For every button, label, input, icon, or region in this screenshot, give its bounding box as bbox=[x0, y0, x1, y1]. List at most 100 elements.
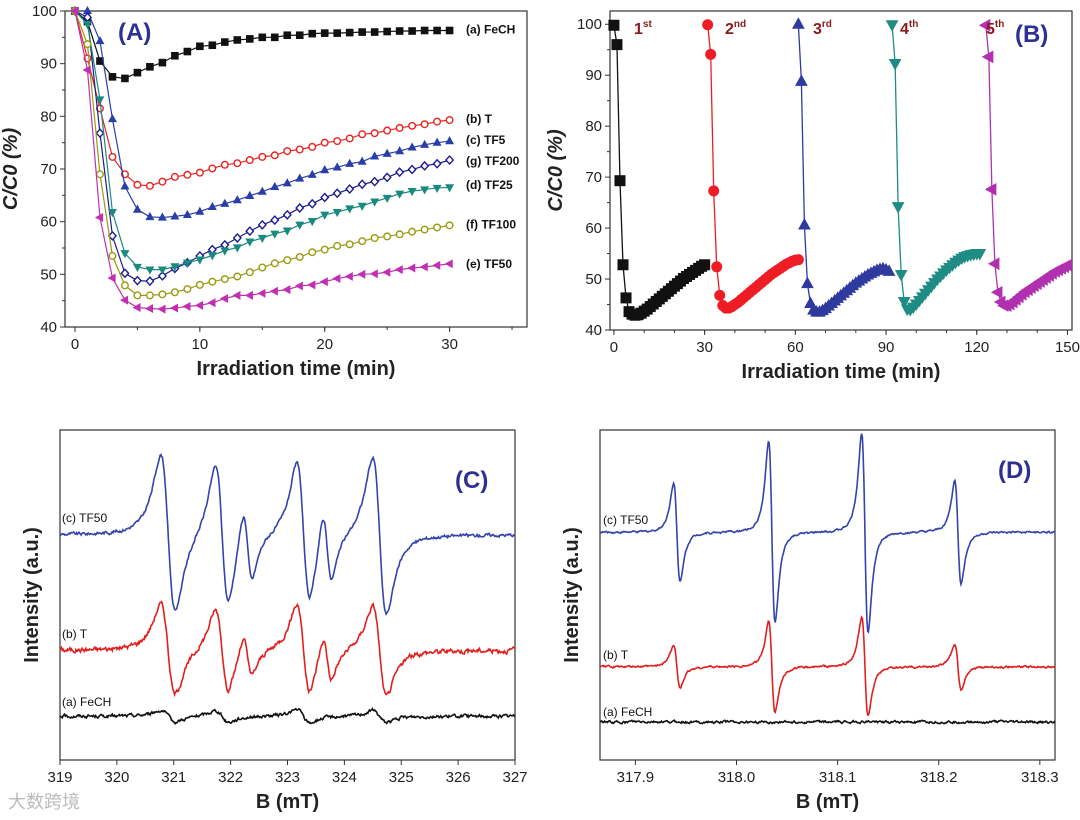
triangle-down-marker bbox=[382, 194, 392, 203]
x-tick-label: 90 bbox=[878, 339, 895, 356]
spectrum--a-fech: (a) FeCH bbox=[59, 695, 516, 725]
triangle-down-marker bbox=[407, 187, 417, 197]
spectrum-label: (a) FeCH bbox=[603, 705, 652, 719]
x-tick-label: 10 bbox=[192, 336, 209, 353]
diamond-marker bbox=[245, 226, 255, 237]
square-marker bbox=[133, 68, 142, 77]
circle-marker bbox=[170, 288, 179, 297]
diamond-marker bbox=[357, 179, 367, 190]
x-tick-label: 322 bbox=[218, 769, 243, 786]
series--e-tf50: (e) TF50 bbox=[69, 6, 512, 314]
square-marker bbox=[283, 31, 292, 40]
circle-marker bbox=[283, 256, 292, 265]
triangle-up-marker bbox=[382, 148, 392, 157]
square-marker bbox=[196, 42, 204, 51]
circle-marker bbox=[345, 134, 354, 143]
cycle-number: 1 bbox=[634, 21, 643, 38]
circle-marker bbox=[108, 152, 117, 161]
x-tick-label: 0 bbox=[71, 336, 79, 353]
y-axis-title: C/C0 (%) bbox=[545, 129, 567, 212]
circle-marker bbox=[370, 233, 379, 242]
x-tick-label: 150 bbox=[1055, 339, 1080, 356]
triangle-left-marker bbox=[294, 281, 303, 291]
y-tick-label: 70 bbox=[40, 161, 57, 178]
x-tick-label: 317.9 bbox=[617, 769, 655, 786]
triangle-left-marker bbox=[369, 269, 378, 279]
triangle-up-marker bbox=[145, 211, 155, 221]
circle-marker bbox=[133, 291, 142, 300]
circle-marker bbox=[420, 120, 429, 129]
circle-marker bbox=[714, 289, 726, 301]
panel-label: (D) bbox=[998, 457, 1031, 484]
square-marker bbox=[699, 259, 711, 271]
circle-marker bbox=[270, 259, 279, 268]
x-tick-label: 319 bbox=[47, 769, 72, 786]
series-label: (c) TF5 bbox=[466, 133, 506, 147]
triangle-left-marker bbox=[269, 286, 278, 296]
x-tick-label: 327 bbox=[502, 769, 527, 786]
circle-marker bbox=[433, 117, 442, 126]
cycle-ordinal-suffix: nd bbox=[734, 19, 746, 30]
square-marker bbox=[158, 58, 167, 67]
triangle-down-marker bbox=[83, 21, 92, 30]
triangle-left-marker bbox=[407, 263, 416, 273]
diamond-marker bbox=[145, 276, 155, 287]
circle-marker bbox=[283, 147, 292, 156]
cycle-number: 4 bbox=[900, 21, 909, 38]
square-marker bbox=[208, 41, 217, 50]
triangle-up-marker bbox=[795, 74, 808, 86]
panel-c-epr-spectra: 319 320 321 322 323 324 325 326 327 B (mT) Intensi… bbox=[21, 429, 528, 813]
circle-marker bbox=[320, 245, 329, 254]
y-tick-label: 70 bbox=[585, 169, 602, 186]
triangle-up-marker bbox=[257, 186, 267, 195]
square-marker bbox=[358, 28, 366, 36]
plot-frame bbox=[599, 429, 1056, 761]
y-tick-label: 40 bbox=[40, 319, 57, 336]
x-tick-label: 30 bbox=[696, 339, 713, 356]
triangle-left-marker bbox=[169, 303, 179, 313]
circle-marker bbox=[258, 152, 267, 161]
circle-marker bbox=[170, 172, 179, 181]
triangle-up-marker bbox=[182, 209, 192, 218]
circle-marker bbox=[320, 138, 329, 147]
series-label: (a) FeCH bbox=[466, 22, 515, 36]
square-marker bbox=[108, 73, 117, 81]
triangle-left-marker bbox=[987, 257, 1000, 271]
triangle-up-marker bbox=[95, 36, 105, 45]
cycle-2nd: 2nd bbox=[702, 19, 804, 314]
triangle-up-marker bbox=[332, 162, 342, 171]
circle-marker bbox=[408, 121, 417, 130]
y-tick-label: 50 bbox=[40, 266, 57, 283]
square-marker bbox=[146, 63, 154, 71]
watermark-text: 大数跨境 bbox=[8, 792, 80, 812]
circle-marker bbox=[333, 241, 342, 250]
panel-label: (B) bbox=[1015, 21, 1048, 48]
triangle-left-marker bbox=[990, 285, 1003, 299]
circle-marker bbox=[395, 230, 404, 239]
triangle-up-marker bbox=[295, 173, 305, 182]
circle-marker bbox=[711, 261, 723, 273]
square-marker bbox=[395, 27, 404, 35]
panel-b-cycling-curves: 0 30 60 90 120 150 40 50 60 70 80 90 100 Irradiation … bbox=[545, 10, 1080, 383]
circle-marker bbox=[158, 177, 167, 186]
circle-marker bbox=[408, 227, 417, 236]
triangle-left-marker bbox=[1060, 258, 1072, 272]
triangle-up-marker bbox=[345, 158, 355, 167]
y-axis-title: Intensity (a.u.) bbox=[561, 527, 583, 663]
square-marker bbox=[614, 175, 626, 187]
triangle-up-marker bbox=[120, 181, 130, 190]
x-tick-label: 60 bbox=[787, 339, 804, 356]
circle-marker bbox=[792, 254, 804, 266]
series--f-tf100: (f) TF100 bbox=[70, 6, 516, 300]
cycle-4th: 4th bbox=[885, 19, 987, 317]
series-label: (e) TF50 bbox=[466, 257, 512, 271]
spectrum-label: (b) T bbox=[62, 627, 88, 641]
triangle-up-marker bbox=[407, 142, 417, 151]
square-marker bbox=[308, 29, 317, 38]
series-label: (f) TF100 bbox=[466, 217, 516, 231]
triangle-up-marker bbox=[282, 178, 292, 187]
triangle-left-marker bbox=[444, 259, 453, 269]
y-tick-label: 100 bbox=[32, 3, 57, 20]
circle-marker bbox=[433, 223, 442, 232]
triangle-left-marker bbox=[282, 285, 291, 295]
